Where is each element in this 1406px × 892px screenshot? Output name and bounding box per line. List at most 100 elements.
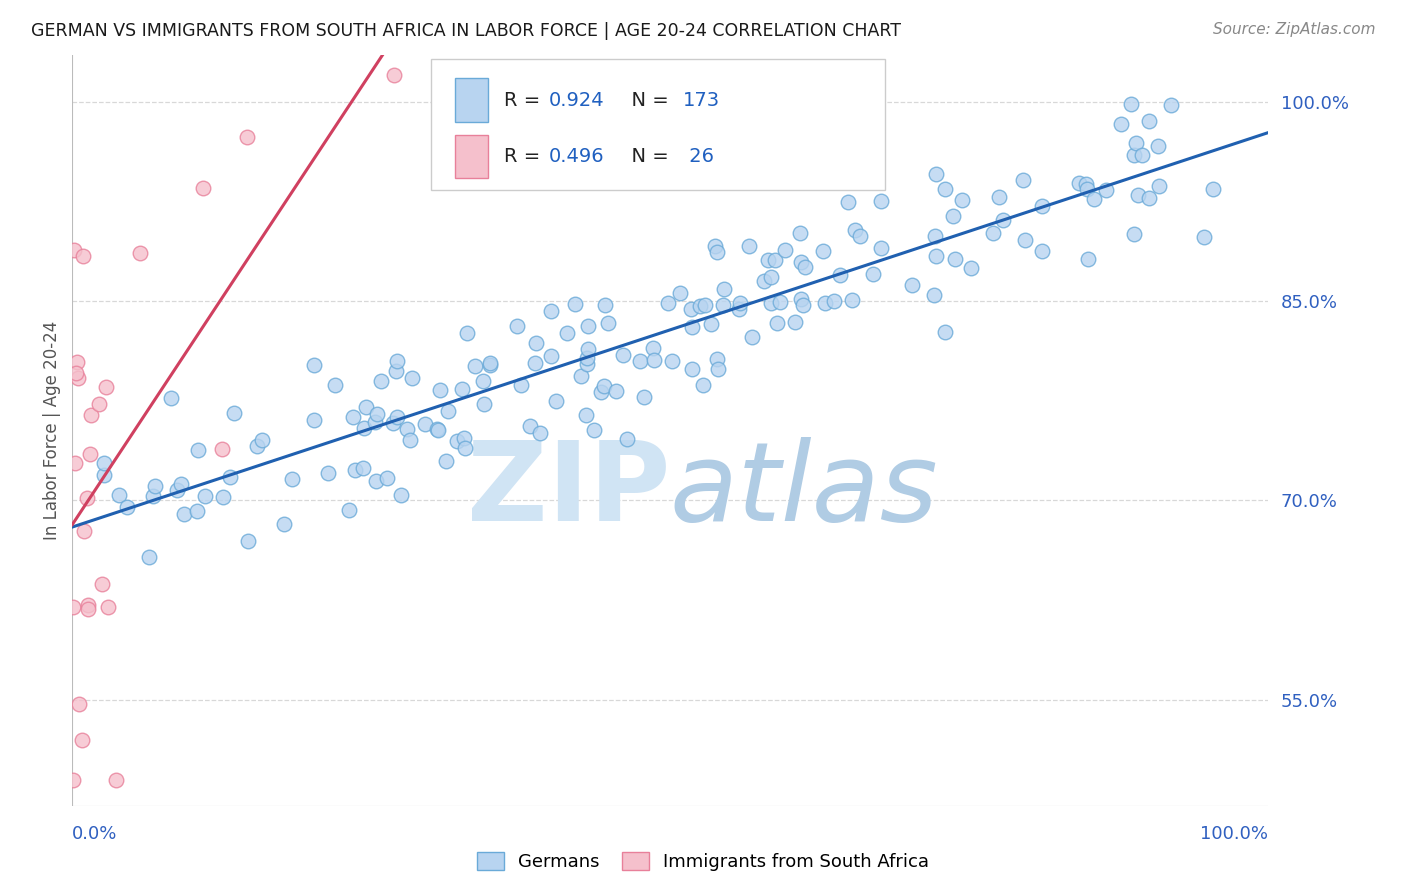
Point [519, 419, 541, 434]
Point [129, 245, 152, 260]
Point [173, 507, 195, 521]
Point [1137, 114, 1160, 128]
Point [396, 422, 419, 436]
Point [544, 394, 567, 409]
Point [756, 253, 779, 268]
Text: ZIP: ZIP [467, 437, 669, 544]
Point [934, 182, 956, 196]
Point [478, 358, 501, 372]
Point [598, 317, 620, 331]
Point [575, 408, 598, 422]
Point [65, 355, 87, 369]
Point [987, 190, 1010, 204]
Point [711, 297, 734, 311]
Point [1146, 138, 1168, 153]
Point [90, 576, 112, 591]
Point [235, 130, 257, 145]
Point [446, 434, 468, 448]
Point [643, 353, 665, 368]
Text: Source: ZipAtlas.com: Source: ZipAtlas.com [1212, 22, 1375, 37]
Point [72, 732, 94, 747]
Point [62, 599, 84, 614]
Point [524, 356, 547, 370]
Point [389, 488, 412, 502]
Point [728, 295, 751, 310]
Point [759, 296, 782, 310]
Point [828, 268, 851, 283]
Point [1192, 230, 1215, 244]
Text: atlas: atlas [669, 437, 939, 544]
Point [925, 167, 948, 181]
Point [79, 447, 101, 461]
Point [628, 354, 651, 368]
Point [354, 400, 377, 414]
Point [814, 295, 837, 310]
Point [456, 326, 478, 341]
Point [352, 460, 374, 475]
Point [540, 304, 562, 318]
FancyBboxPatch shape [454, 78, 488, 122]
Point [1160, 97, 1182, 112]
Point [844, 223, 866, 237]
Point [790, 292, 813, 306]
Point [323, 378, 346, 392]
Point [77, 602, 100, 616]
Point [1094, 183, 1116, 197]
Point [524, 336, 547, 351]
Point [62, 772, 84, 787]
Point [540, 350, 562, 364]
Point [186, 504, 208, 518]
Point [922, 288, 945, 302]
Point [1202, 182, 1225, 196]
Point [1123, 148, 1146, 162]
Point [934, 325, 956, 339]
Point [478, 356, 501, 370]
Point [65, 456, 87, 470]
Point [869, 241, 891, 255]
Point [382, 68, 405, 82]
Point [451, 382, 474, 396]
Point [76, 598, 98, 612]
Point [773, 243, 796, 257]
Text: GERMAN VS IMMIGRANTS FROM SOUTH AFRICA IN LABOR FORCE | AGE 20-24 CORRELATION CH: GERMAN VS IMMIGRANTS FROM SOUTH AFRICA I… [31, 22, 901, 40]
Point [342, 410, 364, 425]
Point [72, 249, 94, 263]
Point [73, 524, 96, 538]
Point [766, 316, 789, 330]
Point [1147, 179, 1170, 194]
Point [633, 390, 655, 404]
Point [436, 454, 458, 468]
Point [506, 319, 529, 334]
Point [107, 488, 129, 502]
Point [769, 294, 792, 309]
Point [97, 599, 120, 614]
Point [737, 238, 759, 252]
Point [870, 194, 893, 208]
Point [104, 772, 127, 787]
Point [1012, 173, 1035, 187]
Point [783, 315, 806, 329]
Point [94, 379, 117, 393]
Point [901, 278, 924, 293]
Point [401, 371, 423, 385]
Point [754, 274, 776, 288]
Point [679, 301, 702, 316]
Point [398, 434, 420, 448]
Point [93, 467, 115, 482]
Point [426, 422, 449, 436]
Point [115, 500, 138, 515]
Point [793, 260, 815, 274]
Point [1083, 192, 1105, 206]
Point [1014, 233, 1036, 247]
Point [727, 302, 749, 317]
Point [593, 378, 616, 392]
Point [741, 330, 763, 344]
Point [273, 517, 295, 532]
Point [700, 317, 723, 331]
Point [704, 239, 727, 253]
Point [991, 213, 1014, 227]
Point [706, 244, 728, 259]
Point [218, 470, 240, 484]
Point [344, 463, 367, 477]
Text: N =: N = [619, 147, 675, 166]
